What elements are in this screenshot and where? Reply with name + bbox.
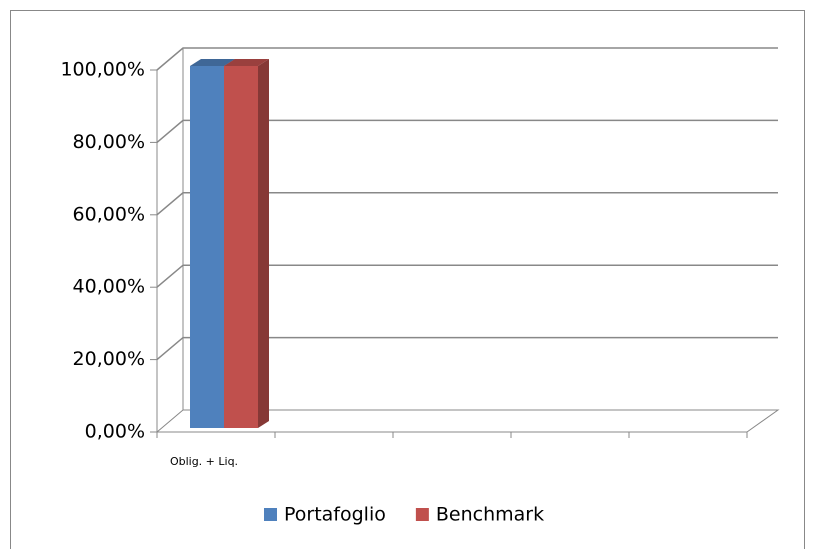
bar-top [224,59,269,66]
y-tick-label: 100,00% [60,59,145,81]
y-tick-label: 40,00% [73,276,145,298]
y-tick-label: 60,00% [73,203,145,225]
grid-line [156,336,778,361]
legend-label: Portafoglio [284,504,386,526]
legend-label: Benchmark [436,504,544,526]
y-tick-label: 80,00% [73,131,145,153]
bar-top [190,59,235,66]
legend-swatch [264,508,277,521]
floor [156,409,780,433]
legend-swatch [415,508,429,521]
bar [224,66,258,428]
grid-line [156,47,778,71]
y-tick-label: 20,00% [73,348,145,370]
grid-line [156,264,778,288]
bar [190,66,224,428]
grid-line [156,192,778,216]
chart-frame [10,10,805,549]
grid-line [156,119,778,143]
y-tick-label: 0,00% [85,421,145,443]
x-tick-label: Oblig. + Liq. [170,455,238,468]
bar-side [258,59,269,428]
